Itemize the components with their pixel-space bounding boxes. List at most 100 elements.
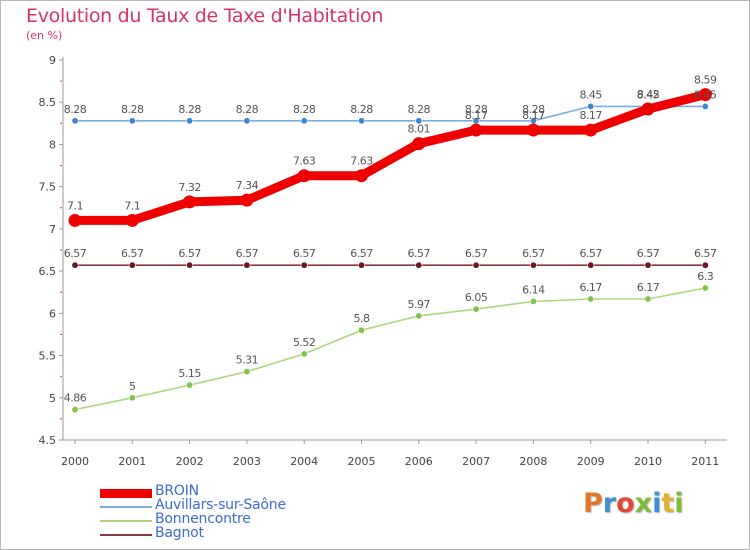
series-line — [74, 105, 707, 122]
y-tick-label: 6 — [49, 307, 56, 320]
chart-data-labels: 7.1 7.17.32 7.347.63 7.638.018.17 8.17 8.178.… — [64, 74, 718, 405]
data-label: 6.3 — [697, 270, 713, 283]
data-point — [186, 381, 194, 389]
legend-label: Auvillars-sur-Saône — [155, 497, 286, 513]
data-point — [128, 394, 136, 402]
data-label: 8.28 — [293, 103, 316, 116]
legend-label: Bagnot — [155, 525, 204, 541]
data-label: 7.32 — [178, 181, 201, 194]
data-point — [644, 295, 652, 303]
data-point — [71, 261, 79, 269]
data-point — [701, 102, 709, 110]
y-tick-label: 8 — [49, 138, 56, 151]
data-point — [529, 298, 537, 306]
chart-title: Evolution du Taux de Taxe d'Habitation — [26, 5, 384, 27]
data-label: 8.28 — [236, 103, 259, 116]
data-label: 6.57 — [236, 247, 259, 260]
data-point — [243, 261, 251, 269]
data-point — [587, 261, 595, 269]
x-tick-label: 2000 — [61, 455, 89, 468]
brand-letter: P — [583, 488, 603, 519]
data-label: 6.57 — [465, 247, 488, 260]
data-point — [415, 312, 423, 320]
x-tick-label: 2007 — [462, 455, 490, 468]
data-point — [701, 284, 709, 292]
series-line — [70, 90, 710, 225]
data-point — [701, 261, 709, 269]
data-point — [415, 261, 423, 269]
data-point — [584, 123, 598, 137]
data-label: 8.28 — [64, 103, 87, 116]
data-label: 6.57 — [408, 247, 431, 260]
data-point — [357, 117, 365, 125]
data-point — [186, 117, 194, 125]
brand-letter: r — [602, 488, 617, 519]
data-point — [68, 213, 82, 227]
data-label: 6.05 — [465, 291, 488, 304]
data-label: 4.86 — [64, 392, 87, 405]
data-point — [243, 117, 251, 125]
data-label: 7.34 — [236, 179, 259, 192]
brand-letter: x — [634, 488, 653, 519]
y-tick-label: 9 — [49, 54, 56, 67]
legend-swatch — [100, 534, 152, 536]
data-label: 8.28 — [350, 103, 373, 116]
y-tick-label: 6.5 — [39, 265, 57, 278]
data-label: 8.17 — [465, 109, 488, 122]
data-point — [698, 88, 712, 102]
data-point — [186, 261, 194, 269]
data-label: 7.1 — [124, 199, 140, 212]
y-tick-label: 8.5 — [39, 96, 57, 109]
data-label: 8.28 — [522, 103, 545, 116]
data-label: 5 — [129, 380, 136, 393]
data-label: 6.57 — [121, 247, 144, 260]
data-point — [300, 261, 308, 269]
data-label: 8.45 — [637, 88, 660, 101]
data-point — [128, 117, 136, 125]
x-tick-label: 2002 — [176, 455, 204, 468]
data-label: 8.28 — [408, 103, 431, 116]
data-point — [240, 193, 254, 207]
data-label: 6.17 — [637, 281, 660, 294]
data-point — [644, 261, 652, 269]
data-point — [587, 102, 595, 110]
brand-letter: i — [674, 488, 684, 519]
data-point — [357, 326, 365, 334]
chart-markers — [68, 88, 712, 414]
data-label: 6.57 — [579, 247, 602, 260]
data-label: 8.59 — [694, 74, 717, 87]
data-point — [587, 295, 595, 303]
data-label: 8.28 — [178, 103, 201, 116]
data-label: 8.28 — [121, 103, 144, 116]
data-label: 5.52 — [293, 336, 316, 349]
data-label: 5.15 — [178, 367, 201, 380]
data-point — [415, 117, 423, 125]
x-tick-label: 2006 — [405, 455, 433, 468]
x-tick-label: 2008 — [519, 455, 547, 468]
data-label: 6.17 — [579, 281, 602, 294]
data-label: 7.63 — [350, 155, 373, 168]
legend-swatch — [100, 520, 152, 522]
data-point — [472, 261, 480, 269]
data-label: 6.14 — [522, 284, 545, 297]
data-point — [469, 123, 483, 137]
data-label: 5.97 — [408, 298, 431, 311]
legend-swatch — [100, 488, 152, 498]
x-tick-label: 2011 — [691, 455, 719, 468]
data-label: 8.28 — [465, 103, 488, 116]
data-point — [300, 117, 308, 125]
data-point — [357, 261, 365, 269]
data-point — [529, 261, 537, 269]
legend-swatch — [100, 506, 152, 508]
data-label: 8.45 — [579, 88, 602, 101]
data-point — [183, 195, 197, 209]
brand-letter: i — [652, 488, 662, 519]
y-tick-label: 5.5 — [39, 350, 57, 363]
data-label: 5.8 — [354, 312, 370, 325]
brand-logo: Proxiti — [583, 488, 684, 519]
x-tick-label: 2009 — [577, 455, 605, 468]
chart-series-lines — [70, 90, 710, 411]
y-tick-label: 7 — [49, 223, 56, 236]
x-tick-label: 2010 — [634, 455, 662, 468]
